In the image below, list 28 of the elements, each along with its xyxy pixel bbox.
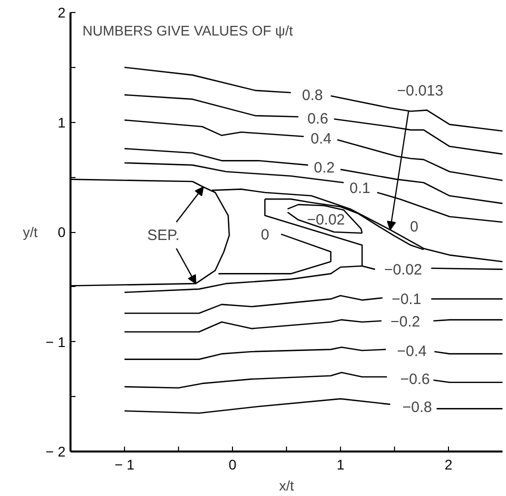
y-tick-label: 1	[58, 114, 66, 130]
series-label: 0.4	[310, 130, 332, 148]
y-tick-label: 0	[58, 224, 66, 240]
annotation: SEP.	[147, 226, 180, 244]
x-tick-label: 2	[444, 456, 453, 472]
y-tick-label: − 1	[46, 334, 66, 350]
y-tick-label: − 2	[46, 444, 66, 460]
y-tick-label: 2	[58, 4, 66, 20]
series-label: −0.2	[390, 313, 420, 330]
series-label: −0.02	[306, 211, 345, 228]
x-tick-label: 0	[228, 456, 237, 472]
series-label: 0	[260, 226, 270, 244]
text: NUMBERS GIVE VALUES OF ψ/t	[82, 22, 294, 38]
series-label: −0.1	[392, 290, 422, 308]
x-tick-label: − 1	[114, 456, 135, 472]
series-label: −0.6	[400, 371, 430, 388]
series-label: 0.8	[302, 86, 323, 104]
series-label: −0.4	[396, 343, 427, 360]
series-label: 0.2	[314, 160, 335, 177]
x-axis-title: x/t	[279, 478, 294, 494]
legend-label: 0	[410, 218, 418, 236]
series-label: 0.6	[307, 110, 328, 128]
series-label: 0.1	[350, 180, 370, 198]
annotation: −0.013	[397, 82, 444, 100]
x-tick-label: 1	[336, 456, 345, 472]
series-label: −0.8	[402, 399, 432, 416]
series-label: −0.02	[384, 261, 422, 278]
y-axis-title: y/t	[22, 224, 38, 240]
